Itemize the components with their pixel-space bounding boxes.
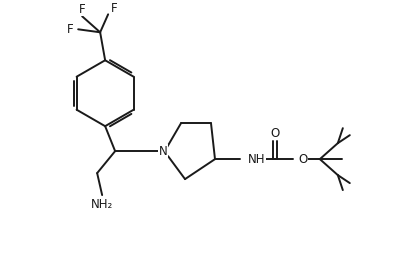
Text: O: O bbox=[270, 127, 280, 140]
Text: F: F bbox=[111, 2, 118, 15]
Text: O: O bbox=[298, 153, 307, 166]
Text: NH₂: NH₂ bbox=[91, 198, 113, 211]
Text: NH: NH bbox=[248, 153, 265, 166]
Text: F: F bbox=[79, 3, 86, 16]
Text: N: N bbox=[159, 145, 168, 158]
Text: F: F bbox=[67, 23, 74, 36]
